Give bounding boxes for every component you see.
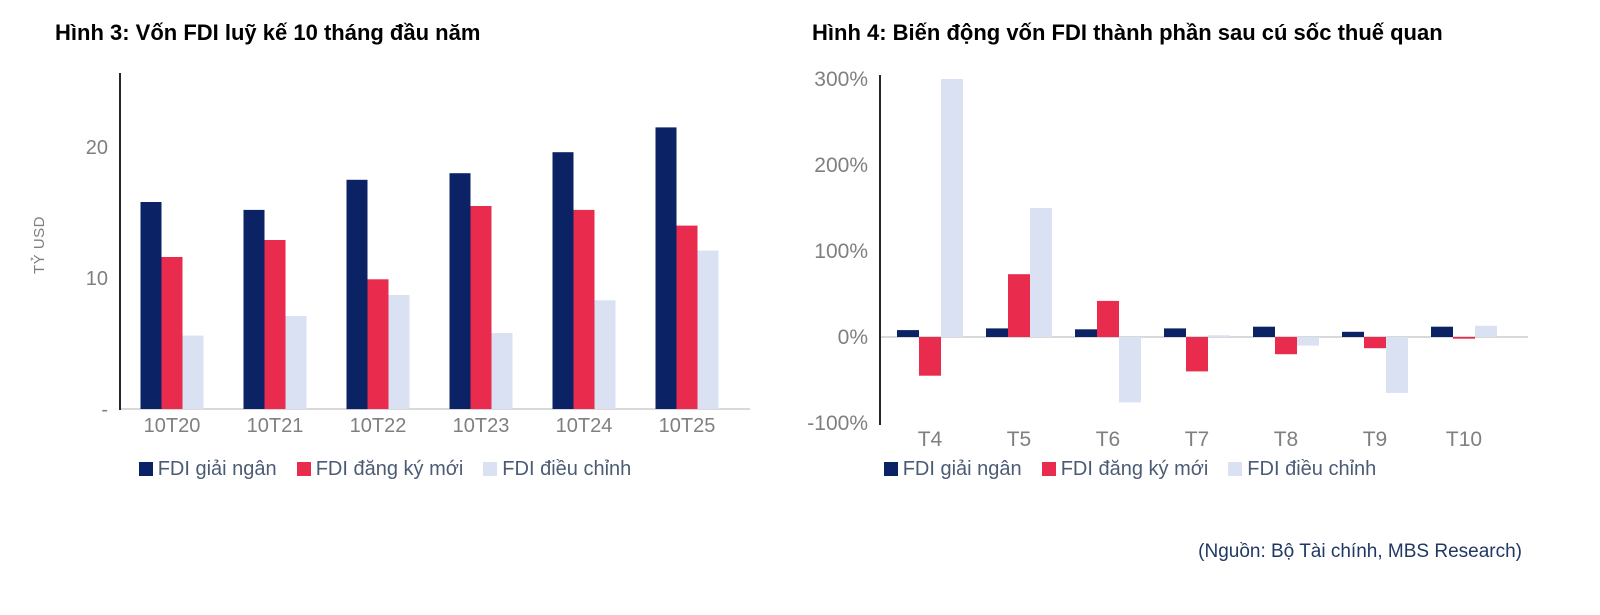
bar-hinh-4-FDI giải ngân-T8 xyxy=(1253,326,1275,337)
bar-hinh-4-FDI điều chỉnh-T8 xyxy=(1297,337,1319,346)
bar-hinh-4-FDI điều chỉnh-T7 xyxy=(1208,335,1230,337)
legend-label: FDI đăng ký mới xyxy=(315,457,464,480)
category-label: 10T24 xyxy=(556,415,613,437)
figure-4-title: Hình 4: Biến động vốn FDI thành phần sau… xyxy=(812,20,1443,45)
bar-hinh-4-FDI điều chỉnh-T6 xyxy=(1119,337,1141,403)
legend-item: FDI điều chỉnh xyxy=(1228,458,1376,481)
fdi-cumulative-bar-chart: - 10 20 TỶ USD 10T20 10T21 10T22 10T23 10T24 10T2… xyxy=(31,73,750,437)
category-label: 10T25 xyxy=(659,415,716,437)
bar-hinh-3-FDI giải ngân-10T23 xyxy=(449,173,471,409)
legend-swatch xyxy=(296,462,311,476)
legend-swatch xyxy=(138,462,153,476)
y-axis-title: TỶ USD xyxy=(31,216,48,274)
legend-item: FDI đăng ký mới xyxy=(1041,457,1209,481)
bar-hinh-3-FDI đăng ký mới-10T25 xyxy=(676,225,698,409)
bar-hinh-4-FDI giải ngân-T5 xyxy=(986,328,1008,337)
legend-label: FDI giải ngân xyxy=(157,457,277,480)
bar-hinh-4-FDI giải ngân-T7 xyxy=(1164,328,1186,337)
bar-hinh-4-FDI điều chỉnh-T5 xyxy=(1030,208,1052,337)
bar-hinh-3-FDI đăng ký mới-10T22 xyxy=(367,279,389,409)
y-tick-label: 100% xyxy=(814,240,868,263)
bar-hinh-3-FDI đăng ký mới-10T20 xyxy=(161,257,183,409)
bar-hinh-4-FDI giải ngân-T10 xyxy=(1431,326,1453,337)
legend-label: FDI điều chỉnh xyxy=(502,457,632,480)
bar-hinh-4-FDI đăng ký mới-T7 xyxy=(1186,337,1208,372)
y-tick-label: 10 xyxy=(86,268,108,290)
bar-hinh-3-FDI giải ngân-10T22 xyxy=(346,179,368,410)
legend-item: FDI đăng ký mới xyxy=(296,457,464,481)
y-tick-label: 200% xyxy=(814,154,868,177)
bar-hinh-3-FDI giải ngân-10T21 xyxy=(243,209,265,409)
source-note: (Nguồn: Bộ Tài chính, MBS Research) xyxy=(1198,541,1522,562)
category-label: 10T23 xyxy=(453,415,510,437)
legend-swatch xyxy=(1228,462,1243,476)
bar-hinh-3-FDI đăng ký mới-10T24 xyxy=(573,209,595,409)
bar-hinh-3-FDI điều chỉnh-10T25 xyxy=(697,250,719,409)
category-label: T4 xyxy=(918,428,943,451)
category-label: 10T22 xyxy=(350,415,407,437)
bar-hinh-3-FDI giải ngân-10T25 xyxy=(655,127,677,410)
legend-label: FDI đăng ký mới xyxy=(1060,457,1209,480)
y-tick-label: 20 xyxy=(86,137,108,159)
category-label: T9 xyxy=(1363,428,1388,451)
legend-item: FDI giải ngân xyxy=(883,457,1022,481)
bar-hinh-3-FDI đăng ký mới-10T23 xyxy=(470,206,492,409)
legend-swatch xyxy=(1041,462,1056,476)
bar-hinh-4-FDI đăng ký mới-T5 xyxy=(1008,274,1030,337)
legend-swatch xyxy=(483,462,498,476)
bar-hinh-4-FDI giải ngân-T6 xyxy=(1075,329,1097,337)
bar-hinh-3-FDI điều chỉnh-10T22 xyxy=(388,295,410,409)
category-label: T7 xyxy=(1185,428,1210,451)
bar-hinh-4-FDI điều chỉnh-T10 xyxy=(1475,325,1497,337)
category-label: T10 xyxy=(1446,428,1482,451)
category-label: T5 xyxy=(1007,428,1032,451)
y-tick-label: -100% xyxy=(807,412,868,435)
figure-4-legend: FDI giải ngân FDI đăng ký mới FDI điều chỉ… xyxy=(780,455,1480,483)
bar-hinh-4-FDI đăng ký mới-T9 xyxy=(1364,337,1386,349)
category-label: T6 xyxy=(1096,428,1121,451)
legend-label: FDI điều chỉnh xyxy=(1247,457,1377,480)
category-label: 10T21 xyxy=(247,415,304,437)
bar-hinh-4-FDI đăng ký mới-T10 xyxy=(1453,337,1475,339)
bar-hinh-3-FDI điều chỉnh-10T24 xyxy=(594,300,616,409)
figure-3-title: Hình 3: Vốn FDI luỹ kế 10 tháng đầu năm xyxy=(55,20,481,45)
y-tick-label: - xyxy=(101,399,108,421)
fdi-monthly-change-bar-chart: -100% 0% 100% 200% 300% T4 T5 T6 T7 T8 T9 T10 xyxy=(807,68,1528,451)
bar-hinh-4-FDI đăng ký mới-T6 xyxy=(1097,300,1119,337)
category-label: 10T20 xyxy=(144,415,201,437)
y-tick-label: 300% xyxy=(814,68,868,91)
bar-hinh-4-FDI điều chỉnh-T9 xyxy=(1386,337,1408,393)
bar-hinh-4-FDI giải ngân-T4 xyxy=(897,330,919,337)
legend-swatch xyxy=(883,462,898,476)
bar-hinh-4-FDI đăng ký mới-T4 xyxy=(919,337,941,376)
bar-hinh-3-FDI giải ngân-10T20 xyxy=(140,202,162,409)
y-tick-label: 0% xyxy=(838,326,868,349)
bar-hinh-3-FDI điều chỉnh-10T20 xyxy=(182,335,204,409)
legend-item: FDI điều chỉnh xyxy=(483,458,631,481)
category-label: T8 xyxy=(1274,428,1299,451)
bar-hinh-4-FDI điều chỉnh-T4 xyxy=(941,79,963,337)
legend-label: FDI giải ngân xyxy=(902,457,1022,480)
bar-hinh-3-FDI giải ngân-10T24 xyxy=(552,152,574,409)
bar-hinh-4-FDI giải ngân-T9 xyxy=(1342,331,1364,337)
bar-hinh-3-FDI điều chỉnh-10T21 xyxy=(285,316,307,409)
legend-item: FDI giải ngân xyxy=(138,457,277,481)
bar-hinh-3-FDI đăng ký mới-10T21 xyxy=(264,240,286,409)
figure-3-legend: FDI giải ngân FDI đăng ký mới FDI điều chỉ… xyxy=(30,455,740,483)
bar-hinh-3-FDI điều chỉnh-10T23 xyxy=(491,333,513,409)
bar-hinh-4-FDI đăng ký mới-T8 xyxy=(1275,337,1297,355)
